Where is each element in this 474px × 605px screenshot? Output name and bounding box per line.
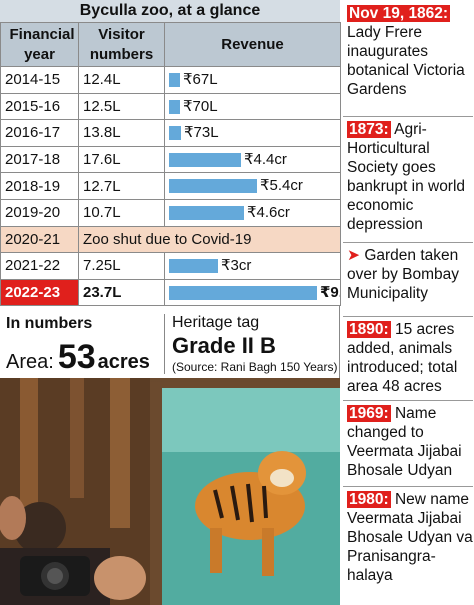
timeline-divider bbox=[343, 116, 473, 117]
revenue-label: ₹3cr bbox=[221, 257, 252, 275]
cell-visitors: 13.8L bbox=[78, 119, 165, 147]
timeline-year: 1890: bbox=[347, 321, 391, 338]
timeline-year: 1873: bbox=[347, 121, 391, 138]
timeline-divider bbox=[343, 316, 473, 317]
cell-visitors: 12.4L bbox=[78, 66, 165, 94]
timeline-divider bbox=[343, 486, 473, 487]
table-row: 2016-17 13.8L ₹73L bbox=[0, 119, 341, 147]
cell-visitors: 10.7L bbox=[78, 198, 165, 227]
timeline-text: Lady Frere inaugurates botanical Victori… bbox=[347, 24, 465, 98]
timeline-text: Agri-Horticultural Society goes bankrupt… bbox=[347, 121, 466, 233]
timeline-event: 1969: Name changed to Veermata Jijabai B… bbox=[347, 404, 473, 480]
left-panel: Byculla zoo, at a glance Financial year … bbox=[0, 0, 341, 605]
timeline-year: Nov 19, 1862: bbox=[347, 5, 451, 22]
timeline-event: Nov 19, 1862: Lady Frere inaugurates bot… bbox=[347, 4, 473, 99]
cell-note: Zoo shut due to Covid-19 bbox=[78, 225, 341, 254]
heritage-label: Heritage tag bbox=[172, 314, 260, 331]
zoo-stats-table: Financial year Visitor numbers Revenue 2… bbox=[0, 22, 341, 307]
cell-revenue: ₹5.4cr bbox=[164, 172, 341, 200]
revenue-bar bbox=[169, 205, 244, 220]
header-revenue: Revenue bbox=[164, 22, 341, 67]
cell-revenue: ₹9.1cr bbox=[164, 278, 341, 307]
timeline-panel: Nov 19, 1862: Lady Frere inaugurates bot… bbox=[341, 0, 474, 605]
cell-year: 2021-22 bbox=[0, 252, 79, 280]
table-header-row: Financial year Visitor numbers Revenue bbox=[0, 22, 341, 67]
timeline-event: 1873: Agri-Horticultural Society goes ba… bbox=[347, 120, 473, 234]
table-row: 2017-18 17.6L ₹4.4cr bbox=[0, 145, 341, 174]
table-row: 2015-16 12.5L ₹70L bbox=[0, 92, 341, 121]
cell-year: 2015-16 bbox=[0, 92, 79, 121]
cell-year: 2020-21 bbox=[0, 225, 79, 254]
tiger-photo bbox=[0, 378, 340, 605]
revenue-label: ₹67L bbox=[183, 71, 218, 88]
cell-year: 2018-19 bbox=[0, 172, 79, 200]
tiger-photo-illustration bbox=[0, 378, 340, 605]
cell-year: 2019-20 bbox=[0, 198, 79, 227]
in-numbers-heading: In numbers bbox=[6, 315, 93, 332]
revenue-label: ₹5.4cr bbox=[260, 177, 303, 195]
cell-revenue: ₹3cr bbox=[164, 252, 341, 280]
header-financial-year: Financial year bbox=[0, 22, 79, 67]
revenue-label: ₹70L bbox=[183, 97, 218, 115]
table-row: 2020-21 Zoo shut due to Covid-19 bbox=[0, 225, 341, 254]
revenue-label: ₹73L bbox=[184, 124, 219, 142]
cell-visitors: 12.7L bbox=[78, 172, 165, 200]
timeline-event: 1980: New name Veermata Jijabai Bhosale … bbox=[347, 490, 473, 585]
timeline-year: 1969: bbox=[347, 405, 391, 422]
timeline-event: ➤ Garden taken over by Bombay Municipali… bbox=[347, 246, 473, 303]
arrow-icon: ➤ bbox=[347, 247, 360, 264]
timeline-divider bbox=[343, 400, 473, 401]
revenue-bar bbox=[169, 179, 257, 194]
timeline-text: Name changed to Veermata Jijabai Bhosale… bbox=[347, 405, 462, 479]
area-unit: acres bbox=[97, 351, 150, 373]
page-title: Byculla zoo, at a glance bbox=[0, 0, 340, 22]
cell-revenue: ₹73L bbox=[164, 119, 341, 147]
cell-visitors: 17.6L bbox=[78, 145, 165, 174]
heritage-source: (Source: Rani Bagh 150 Years) bbox=[172, 360, 338, 374]
area-value: 53 bbox=[57, 338, 96, 376]
revenue-bar bbox=[169, 73, 180, 87]
timeline-text: Garden taken over by Bombay Municipality bbox=[347, 247, 459, 302]
area-label: Area: bbox=[6, 351, 54, 373]
revenue-bar bbox=[169, 126, 181, 141]
revenue-label: ₹4.4cr bbox=[244, 150, 287, 168]
revenue-bar bbox=[169, 99, 180, 114]
timeline-divider bbox=[343, 242, 473, 243]
cell-revenue: ₹67L bbox=[164, 66, 341, 94]
cell-visitors: 23.7L bbox=[78, 278, 165, 307]
cell-visitors: 7.25L bbox=[78, 252, 165, 280]
heritage-grade: Grade II B bbox=[172, 333, 276, 358]
table-row: 2021-22 7.25L ₹3cr bbox=[0, 252, 341, 280]
table-row: 2014-15 12.4L ₹67L bbox=[0, 66, 341, 94]
timeline-event: 1890: 15 acres added, animals introduced… bbox=[347, 320, 473, 396]
area-stat: Area: 53 acres bbox=[6, 338, 150, 377]
cell-visitors: 12.5L bbox=[78, 92, 165, 121]
cell-revenue: ₹70L bbox=[164, 92, 341, 121]
cell-year: 2014-15 bbox=[0, 66, 79, 94]
divider bbox=[164, 314, 165, 374]
cell-year: 2022-23 bbox=[0, 278, 79, 307]
cell-revenue: ₹4.6cr bbox=[164, 198, 341, 227]
revenue-bar bbox=[169, 259, 218, 274]
table-row: 2018-19 12.7L ₹5.4cr bbox=[0, 172, 341, 200]
table-row: 2019-20 10.7L ₹4.6cr bbox=[0, 198, 341, 227]
timeline-text: 15 acres added, animals introduced; tota… bbox=[347, 321, 458, 395]
timeline-year: 1980: bbox=[347, 491, 391, 508]
cell-year: 2017-18 bbox=[0, 145, 79, 174]
revenue-bar bbox=[169, 152, 241, 167]
header-visitor-numbers: Visitor numbers bbox=[78, 22, 165, 67]
revenue-label: ₹4.6cr bbox=[247, 203, 290, 221]
revenue-bar bbox=[169, 285, 317, 300]
revenue-label: ₹9.1cr bbox=[320, 283, 340, 301]
cell-revenue: ₹4.4cr bbox=[164, 145, 341, 174]
cell-year: 2016-17 bbox=[0, 119, 79, 147]
timeline-text: New name Veermata Jijabai Bhosale Udyan … bbox=[347, 491, 473, 584]
